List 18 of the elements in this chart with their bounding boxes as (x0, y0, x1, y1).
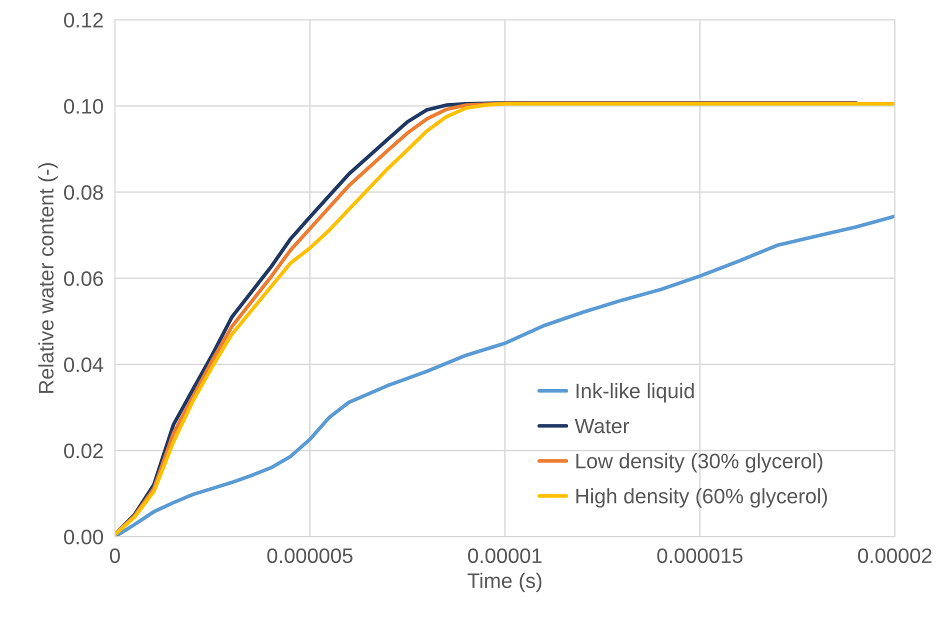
y-axis-title: Relative water content (-) (38, 163, 58, 393)
legend-label: Low density (30% glycerol) (576, 453, 822, 473)
y-tick-label: 0.06 (64, 271, 103, 286)
y-tick-label: 0.10 (64, 98, 103, 114)
x-tick-label: 0.00001 (468, 548, 542, 564)
legend-label: High density (60% glycerol) (576, 488, 827, 508)
x-tick-label: 0.00002 (858, 548, 932, 564)
x-tick-label: 0.000005 (267, 548, 352, 564)
y-tick-label: 0.04 (64, 357, 104, 372)
legend-label: Water (574, 418, 630, 434)
x-tick-label: 0.000015 (657, 548, 742, 564)
x-axis-title: Time (s) (468, 572, 542, 592)
y-tick-label: 0.12 (64, 12, 103, 28)
y-tick-label: 0.02 (64, 444, 103, 458)
y-tick-label: 0.08 (64, 185, 103, 200)
y-tick-label: 0.00 (64, 530, 103, 544)
x-tick-label: 0 (110, 548, 120, 564)
legend-label: Ink-like liquid (576, 383, 694, 402)
